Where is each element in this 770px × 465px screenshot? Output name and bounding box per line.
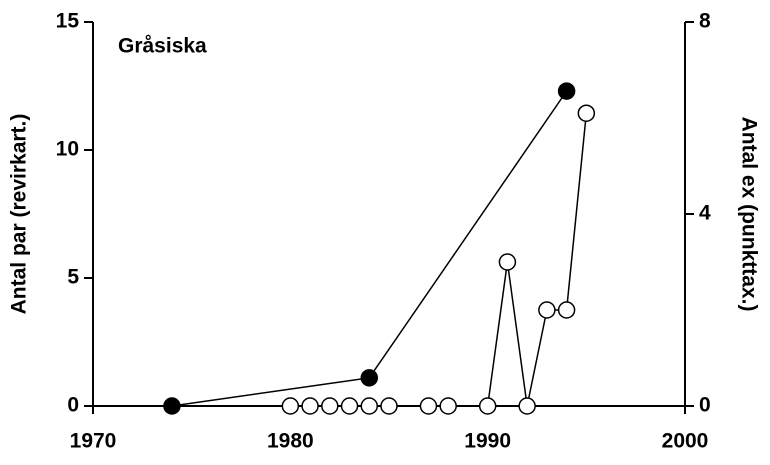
y-tick-label: 0 bbox=[67, 394, 79, 417]
point bbox=[557, 301, 576, 319]
point bbox=[163, 397, 181, 415]
point bbox=[301, 397, 319, 415]
point bbox=[281, 397, 300, 415]
point bbox=[478, 397, 497, 415]
point bbox=[419, 397, 438, 415]
point bbox=[557, 82, 576, 100]
chart-title: Gråsiska bbox=[118, 35, 207, 58]
series-line bbox=[171, 90, 568, 407]
x-tick-label: 1970 bbox=[70, 430, 117, 453]
y2-tick-label: 0 bbox=[699, 394, 711, 417]
point bbox=[538, 301, 556, 319]
point bbox=[577, 104, 596, 122]
x-tick-label: 1980 bbox=[267, 430, 314, 453]
y2-tick-label: 8 bbox=[699, 10, 711, 33]
y2-tick-label: 4 bbox=[699, 202, 711, 225]
point bbox=[340, 397, 359, 415]
x-tick-label: 2000 bbox=[662, 430, 709, 453]
point bbox=[360, 397, 379, 415]
y-tick-label: 10 bbox=[56, 138, 79, 161]
y-tick-label: 5 bbox=[67, 266, 79, 289]
point bbox=[439, 397, 457, 415]
point bbox=[380, 397, 398, 415]
point bbox=[321, 397, 339, 415]
y2-axis-label: Antal ex (punkttax.) bbox=[737, 117, 760, 312]
point bbox=[360, 369, 379, 387]
point bbox=[498, 253, 517, 271]
point bbox=[518, 397, 536, 415]
y-axis-label: Antal par (revirkart.) bbox=[8, 114, 31, 315]
series-line bbox=[290, 113, 588, 407]
y-tick-label: 15 bbox=[56, 10, 80, 33]
x-tick-label: 1990 bbox=[464, 430, 511, 453]
